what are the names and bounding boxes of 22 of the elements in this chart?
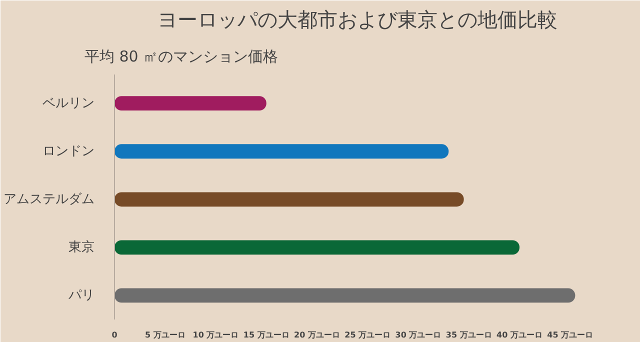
y-tick-label: パリ [68,288,94,303]
x-tick-label: 15 万ユーロ [243,330,290,340]
x-tick-label: 20 万ユーロ [294,330,340,340]
chart-subtitle: 平均 80 ㎡のマンション価格 [84,48,278,66]
y-tick-label: ロンドン [42,144,94,159]
bar [114,192,464,207]
x-tick-label: 30 万ユーロ [395,330,442,340]
x-tick-label: 45 万ユーロ [547,330,594,340]
bar [114,96,266,111]
y-tick-label: ベルリン [42,96,94,111]
x-tick-label: 40 万ユーロ [496,330,542,340]
x-tick-label: 10 万ユーロ [192,330,239,340]
x-tick-label: 5 万ユーロ [144,330,186,340]
y-tick-label: 東京 [68,240,94,255]
x-tick-label: 35 万ユーロ [446,330,492,340]
chart-title: ヨーロッパの大都市および東京との地価比較 [158,8,558,32]
bar [114,240,520,255]
x-tick-label: 25 万ユーロ [344,330,391,340]
x-tick-label: 0 [112,330,118,340]
bar [114,288,576,303]
bar [114,144,449,159]
y-tick-label: アムステルダム [4,192,94,207]
